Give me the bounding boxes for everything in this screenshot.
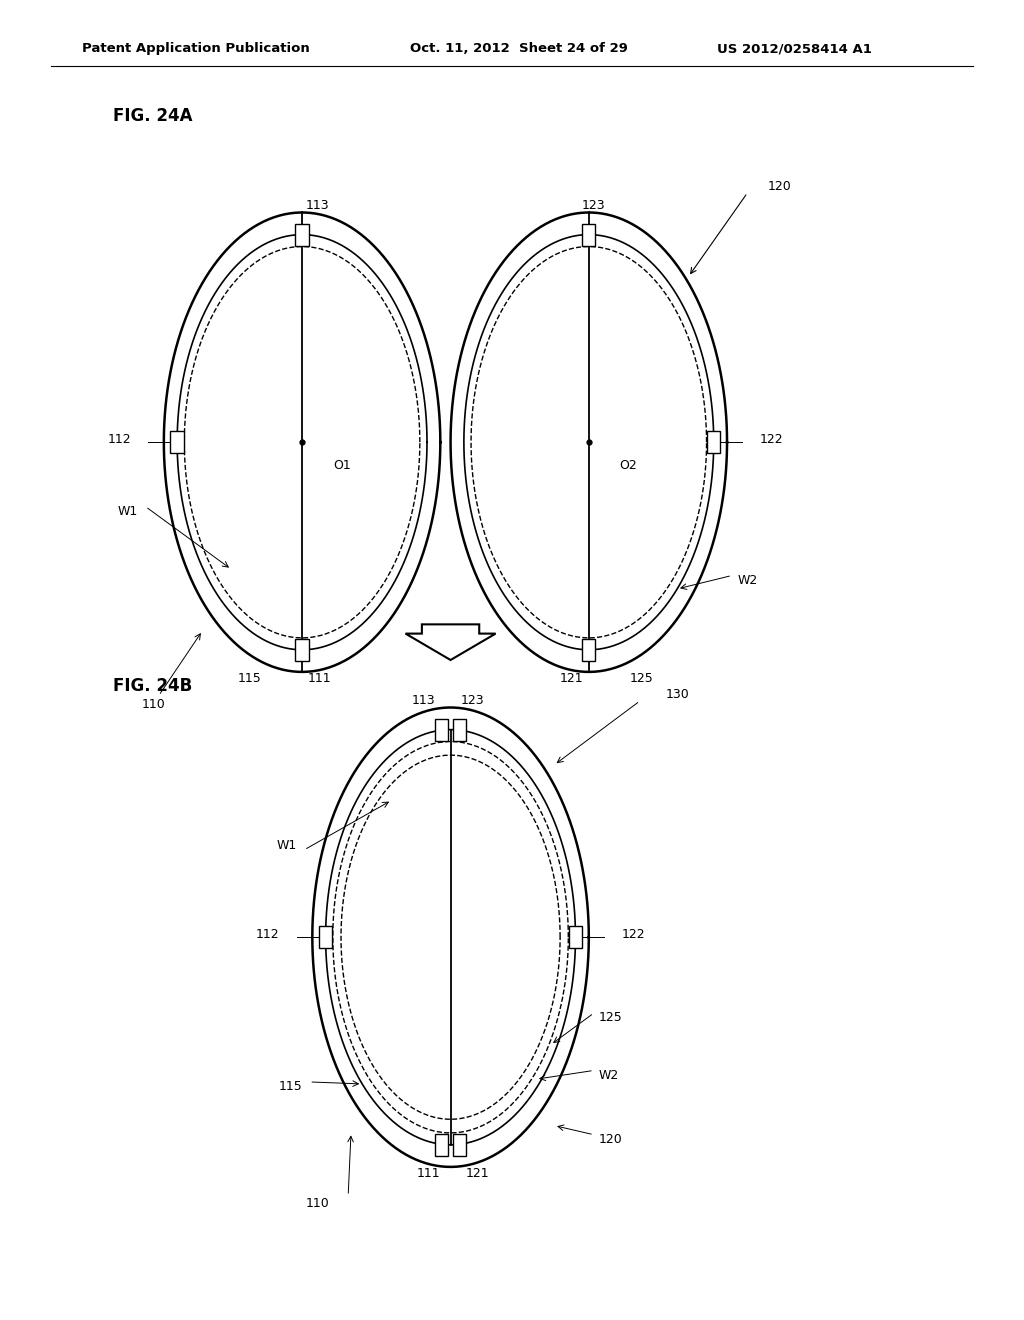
Text: 111: 111 xyxy=(307,672,331,685)
Bar xyxy=(434,718,449,741)
Bar xyxy=(453,1134,467,1156)
Bar xyxy=(170,432,184,453)
Text: Oct. 11, 2012  Sheet 24 of 29: Oct. 11, 2012 Sheet 24 of 29 xyxy=(410,42,628,55)
Bar xyxy=(569,927,583,948)
Text: 130: 130 xyxy=(666,688,689,701)
Text: 111: 111 xyxy=(417,1167,440,1180)
Text: 120: 120 xyxy=(768,180,792,193)
Text: 110: 110 xyxy=(141,698,166,711)
Text: 120: 120 xyxy=(599,1133,623,1146)
Bar xyxy=(295,639,309,661)
Text: 122: 122 xyxy=(760,433,783,446)
Bar xyxy=(453,718,467,741)
Polygon shape xyxy=(406,624,496,660)
Text: 113: 113 xyxy=(412,694,435,708)
Text: 125: 125 xyxy=(599,1011,623,1024)
Text: 113: 113 xyxy=(305,199,330,213)
Text: 123: 123 xyxy=(461,694,484,708)
Text: W2: W2 xyxy=(599,1068,620,1081)
Text: US 2012/0258414 A1: US 2012/0258414 A1 xyxy=(717,42,871,55)
Text: 110: 110 xyxy=(305,1197,330,1210)
Text: 115: 115 xyxy=(238,672,261,685)
Text: FIG. 24B: FIG. 24B xyxy=(113,677,191,696)
Text: 115: 115 xyxy=(279,1080,302,1093)
Bar xyxy=(582,223,596,246)
Text: O1: O1 xyxy=(333,459,350,473)
Bar xyxy=(434,1134,449,1156)
Text: W2: W2 xyxy=(737,573,758,586)
Text: 112: 112 xyxy=(108,433,131,446)
Text: Patent Application Publication: Patent Application Publication xyxy=(82,42,309,55)
Text: W1: W1 xyxy=(276,838,297,851)
Text: FIG. 24A: FIG. 24A xyxy=(113,107,193,125)
Text: 121: 121 xyxy=(560,672,584,685)
Text: 123: 123 xyxy=(582,199,606,213)
Text: W1: W1 xyxy=(118,504,138,517)
Text: O2: O2 xyxy=(620,459,637,473)
Text: 112: 112 xyxy=(256,928,280,941)
Bar xyxy=(295,223,309,246)
Bar xyxy=(319,927,332,948)
Bar xyxy=(582,639,596,661)
Bar xyxy=(707,432,721,453)
Text: 121: 121 xyxy=(466,1167,489,1180)
Text: 125: 125 xyxy=(630,672,653,685)
Text: 122: 122 xyxy=(622,928,645,941)
